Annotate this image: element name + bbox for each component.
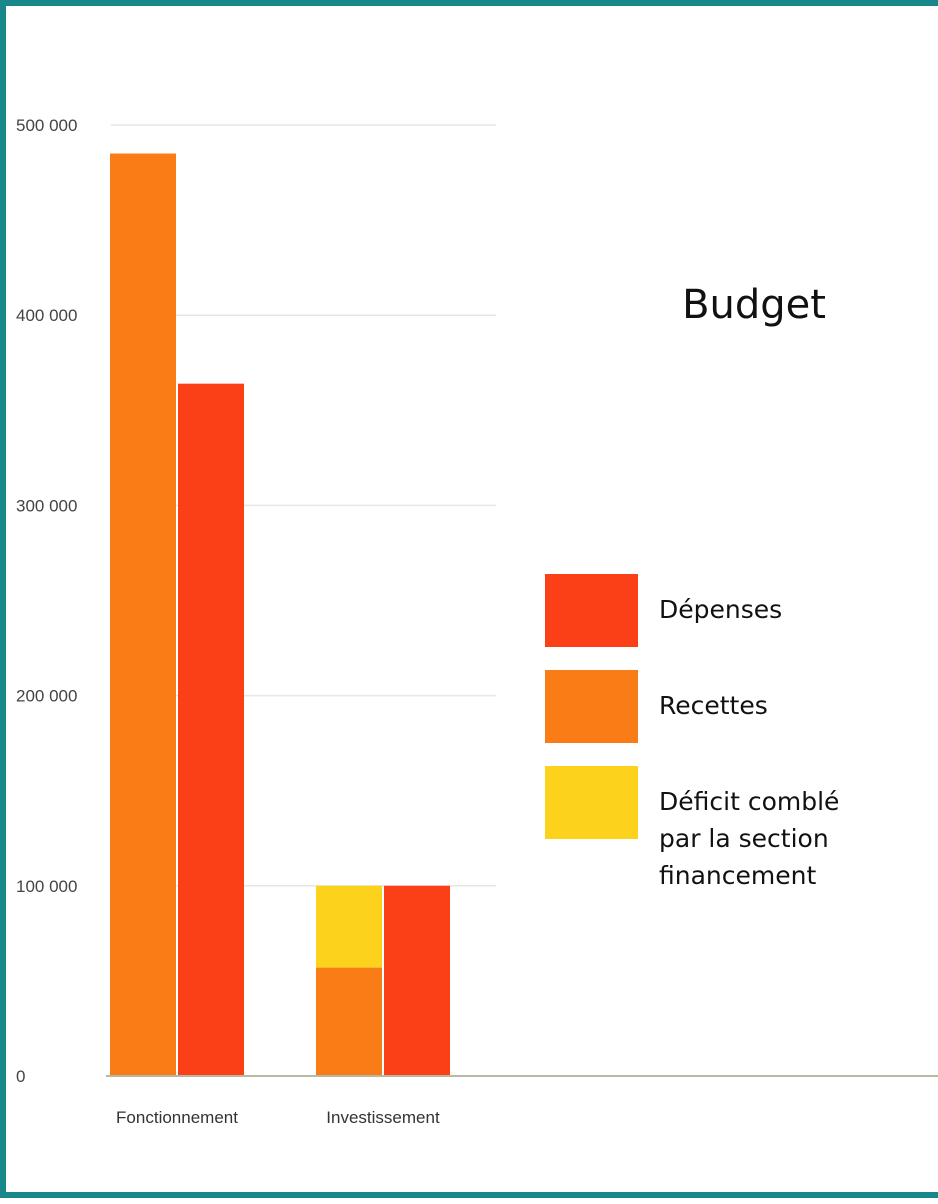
- legend-label: Déficit comblé: [659, 787, 839, 816]
- legend-label: Dépenses: [659, 595, 782, 624]
- bar-recettes-investissement: [316, 967, 382, 1076]
- bar-recettes-fonctionnement: [110, 153, 176, 1076]
- legend-label: Recettes: [659, 691, 768, 720]
- y-tick-label: 0: [16, 1067, 25, 1086]
- y-tick-label: 500 000: [16, 116, 77, 135]
- y-tick-label: 300 000: [16, 496, 77, 515]
- y-tick-label: 100 000: [16, 877, 77, 896]
- bars: [110, 153, 450, 1076]
- x-tick-label: Fonctionnement: [116, 1108, 238, 1127]
- budget-chart: 0 100 000 200 000 300 000 400 000 500 000 Fonc…: [16, 116, 938, 1127]
- axes: 0 100 000 200 000 300 000 400 000 500 000 Fonc…: [16, 116, 938, 1127]
- x-tick-label: Investissement: [326, 1108, 440, 1127]
- legend-label: par la section: [659, 824, 829, 853]
- legend-swatch: [545, 574, 638, 647]
- y-tick-label: 400 000: [16, 306, 77, 325]
- y-tick-label: 200 000: [16, 687, 77, 706]
- legend: Dépenses Recettes Déficit comblé par la sec…: [545, 574, 839, 890]
- bar-deficit-investissement: [316, 885, 382, 968]
- bar-depenses-fonctionnement: [178, 383, 244, 1076]
- legend-swatch: [545, 766, 638, 839]
- legend-label: financement: [659, 861, 816, 890]
- bar-depenses-investissement: [384, 885, 450, 1076]
- chart-title: Budget: [682, 282, 826, 328]
- legend-swatch: [545, 670, 638, 743]
